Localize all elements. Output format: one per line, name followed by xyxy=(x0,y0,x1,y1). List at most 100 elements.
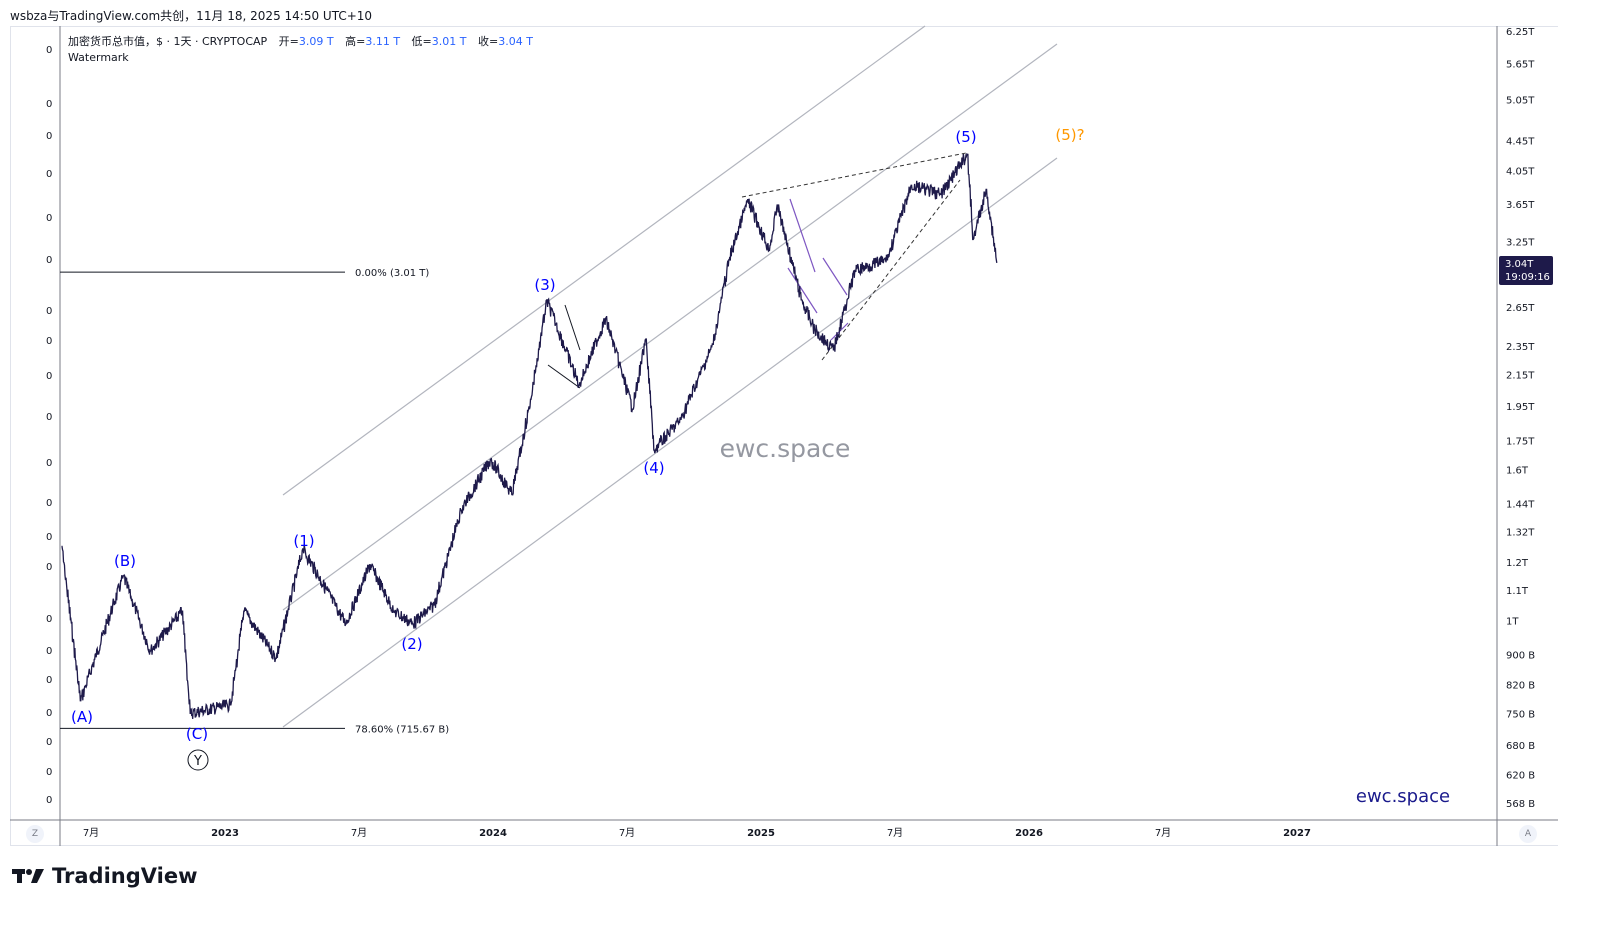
fib-level-label: 0.00% (3.01 T) xyxy=(355,268,429,279)
left-axis-tick-label: 0 xyxy=(46,646,52,657)
left-axis-tick-label: 0 xyxy=(46,131,52,142)
x-tick-label[interactable]: 7月 xyxy=(1155,827,1171,839)
y-tick-label[interactable]: 1.44T xyxy=(1506,499,1535,510)
x-tick-label[interactable]: 2027 xyxy=(1283,828,1311,839)
y-tick-label[interactable]: 900 B xyxy=(1506,651,1535,662)
y-tick-label[interactable]: 6.25T xyxy=(1506,27,1535,38)
close-value: 3.04 T xyxy=(498,35,533,48)
open-label: 开= xyxy=(278,35,299,48)
left-axis-tick-label: 0 xyxy=(46,45,52,56)
wave-label[interactable]: (2) xyxy=(401,635,422,653)
wave-label[interactable]: (5) xyxy=(955,128,976,146)
high-label: 高= xyxy=(345,35,366,48)
y-tick-label[interactable]: 2.65T xyxy=(1506,303,1535,314)
left-axis-tick-label: 0 xyxy=(46,336,52,347)
y-tick-label[interactable]: 3.65T xyxy=(1506,200,1535,211)
left-axis-tick-label: 0 xyxy=(46,169,52,180)
y-tick-label[interactable]: 2.15T xyxy=(1506,370,1535,381)
left-axis-tick-label: 0 xyxy=(46,412,52,423)
chart-frame xyxy=(10,26,1558,846)
left-axis-tick-label: 0 xyxy=(46,306,52,317)
wave-label[interactable]: (C) xyxy=(186,725,208,743)
tradingview-logo-icon xyxy=(12,869,44,883)
purple-channel-line[interactable] xyxy=(822,257,848,296)
y-tick-label[interactable]: 1.1T xyxy=(1506,586,1529,597)
left-axis-tick-label: 0 xyxy=(46,737,52,748)
x-tick-label[interactable]: 7月 xyxy=(351,827,367,839)
y-tick-label[interactable]: 620 B xyxy=(1506,771,1535,782)
left-axis-tick-label: 0 xyxy=(46,532,52,543)
wave-label[interactable]: (3) xyxy=(534,276,555,294)
y-tick-label[interactable]: 1.75T xyxy=(1506,437,1535,448)
y-tick-label[interactable]: 5.05T xyxy=(1506,96,1535,107)
small-channel-line[interactable] xyxy=(564,304,581,351)
y-tick-label[interactable]: 2.35T xyxy=(1506,342,1535,353)
wave-label[interactable]: (4) xyxy=(643,459,664,477)
y-tick-label[interactable]: 4.05T xyxy=(1506,167,1535,178)
left-axis-tick-label: 0 xyxy=(46,675,52,686)
y-tick-label[interactable]: 680 B xyxy=(1506,741,1535,752)
channel-line[interactable] xyxy=(282,25,926,496)
y-tick-label[interactable]: 1.95T xyxy=(1506,402,1535,413)
left-axis-tick-label: 0 xyxy=(46,498,52,509)
wave-label[interactable]: (B) xyxy=(114,552,136,570)
y-tick-label[interactable]: 5.65T xyxy=(1506,59,1535,70)
open-value: 3.09 T xyxy=(298,35,334,48)
corner-watermark: ewc.space xyxy=(1356,786,1450,807)
channel-line[interactable] xyxy=(282,43,1058,611)
dashed-trendline[interactable] xyxy=(741,152,967,198)
last-price-value: 3.04T xyxy=(1505,259,1534,270)
left-axis-tick-label: 0 xyxy=(46,458,52,469)
symbol-title[interactable]: 加密货币总市值，$ · 1天 · CRYPTOCAP xyxy=(68,35,268,48)
wave-label-y: Y xyxy=(193,754,202,769)
left-axis-tick-label: 0 xyxy=(46,255,52,266)
y-tick-label[interactable]: 568 B xyxy=(1506,799,1535,810)
left-axis-tick-label: 0 xyxy=(46,99,52,110)
y-tick-label[interactable]: 1.2T xyxy=(1506,558,1529,569)
zoom-button[interactable]: Z xyxy=(26,825,44,843)
y-tick-label[interactable]: 820 B xyxy=(1506,681,1535,692)
left-axis-tick-label: 0 xyxy=(46,708,52,719)
y-tick-label[interactable]: 1.6T xyxy=(1506,465,1529,476)
price-series-line xyxy=(61,152,998,719)
y-tick-label[interactable]: 1.32T xyxy=(1506,527,1535,538)
small-channel-line[interactable] xyxy=(547,364,581,389)
chart-legend: 加密货币总市值，$ · 1天 · CRYPTOCAP 开=3.09 T 高=3.… xyxy=(68,34,533,66)
wave-circle-marker[interactable] xyxy=(187,749,209,771)
wave-label[interactable]: (5)? xyxy=(1055,126,1084,144)
purple-channel-line[interactable] xyxy=(789,198,816,273)
x-tick-label[interactable]: 7月 xyxy=(619,827,635,839)
x-tick-label[interactable]: 7月 xyxy=(887,827,903,839)
wave-label[interactable]: (A) xyxy=(71,708,93,726)
x-tick-label[interactable]: 2026 xyxy=(1015,828,1043,839)
left-axis-tick-label: 0 xyxy=(46,795,52,806)
y-tick-label[interactable]: 4.45T xyxy=(1506,136,1535,147)
center-watermark: ewc.space xyxy=(720,434,851,463)
dashed-trendline[interactable] xyxy=(821,179,961,361)
y-tick-label[interactable]: 750 B xyxy=(1506,709,1535,720)
y-tick-label[interactable]: 1T xyxy=(1506,617,1519,628)
fib-level-label: 78.60% (715.67 B) xyxy=(355,724,449,735)
channel-line[interactable] xyxy=(282,157,1058,728)
high-value: 3.11 T xyxy=(365,35,401,48)
close-label: 收= xyxy=(477,35,499,48)
chart-caption: wsbza与TradingView.com共创，11月 18, 2025 14:… xyxy=(10,9,373,23)
brand-name: TradingView xyxy=(52,864,198,888)
low-label: 低= xyxy=(411,35,432,48)
left-axis-tick-label: 0 xyxy=(46,213,52,224)
purple-channel-line[interactable] xyxy=(787,267,818,314)
left-axis-tick-label: 0 xyxy=(46,767,52,778)
y-tick-label[interactable]: 3.25T xyxy=(1506,237,1535,248)
x-tick-label[interactable]: 2023 xyxy=(211,828,239,839)
bar-countdown: 19:09:16 xyxy=(1505,272,1550,283)
wave-label[interactable]: (1) xyxy=(293,532,314,550)
x-tick-label[interactable]: 2024 xyxy=(479,828,507,839)
x-tick-label[interactable]: 2025 xyxy=(747,828,775,839)
auto-scale-button[interactable]: A xyxy=(1519,825,1537,843)
tradingview-logo: TradingView xyxy=(12,864,197,888)
left-axis-tick-label: 0 xyxy=(46,371,52,382)
x-tick-label[interactable]: 7月 xyxy=(83,827,99,839)
last-price-tag: 3.04T 19:09:16 xyxy=(1499,256,1553,285)
indicator-watermark[interactable]: Watermark xyxy=(68,51,129,64)
